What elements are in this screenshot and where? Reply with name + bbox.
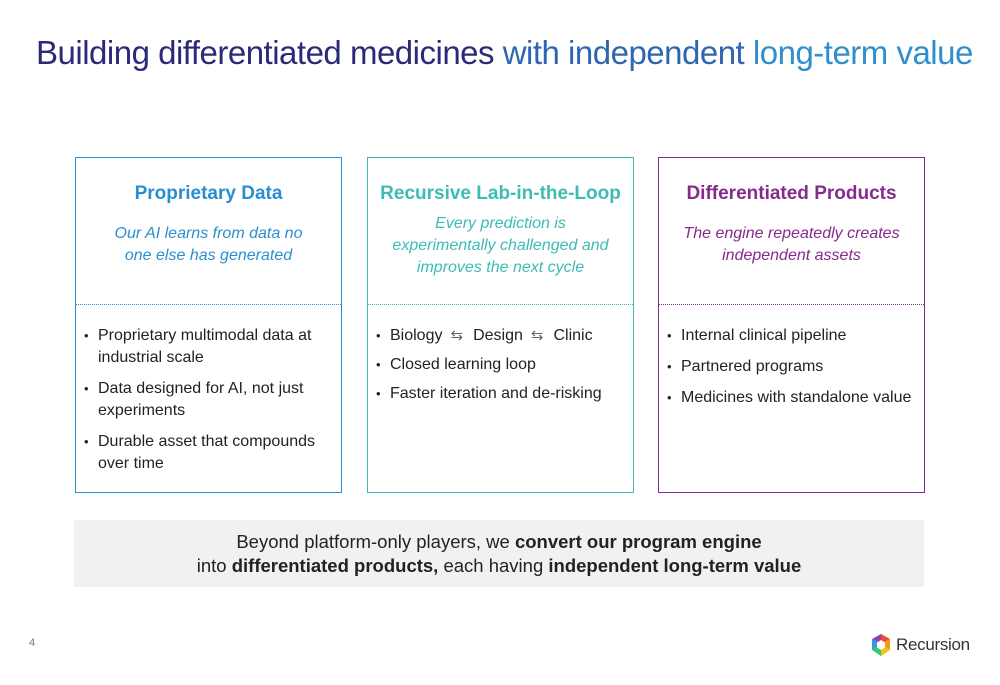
banner-text: each having (438, 555, 549, 576)
card-divider (368, 304, 633, 305)
card-proprietary-data: Proprietary Data Our AI learns from data… (75, 157, 342, 493)
card-bullet-list: Biology ⇆ Design ⇆ Clinic Closed learning lo… (368, 325, 633, 412)
loop-step-design: Design (473, 327, 523, 344)
card-bullet-list: Internal clinical pipeline Partnered pro… (659, 325, 924, 418)
list-item: Medicines with standalone value (667, 387, 914, 409)
card-subtitle: The engine repeatedly creates independen… (683, 225, 900, 264)
list-item: Partnered programs (667, 356, 914, 378)
card-heading: Recursive Lab-in-the-Loop (380, 183, 621, 204)
list-item: Durable asset that compounds over time (84, 431, 331, 475)
banner-text: Beyond platform-only players, we (236, 531, 515, 552)
summary-banner: Beyond platform-only players, we convert… (74, 520, 924, 587)
title-part-2: with independent (494, 34, 753, 71)
card-divider (76, 304, 341, 305)
banner-line-2: into differentiated products, each havin… (74, 554, 924, 578)
list-item: Closed learning loop (376, 354, 623, 376)
card-differentiated-products: Differentiated Products The engine repea… (658, 157, 925, 493)
banner-emphasis: convert our program engine (514, 531, 762, 552)
banner-line-1: Beyond platform-only players, we convert… (74, 530, 924, 554)
list-item: Proprietary multimodal data at industria… (84, 325, 331, 369)
card-lab-in-the-loop: Recursive Lab-in-the-Loop Every predicti… (367, 157, 634, 493)
loop-step-clinic: Clinic (553, 327, 593, 344)
page-number: 4 (29, 637, 36, 649)
banner-emphasis: differentiated products, (231, 555, 439, 576)
left-right-cycle-arrows-icon: ⇆ (530, 327, 544, 344)
title-part-3: long-term value (752, 34, 973, 71)
list-item: Internal clinical pipeline (667, 325, 914, 347)
recursion-logo: Recursion (870, 630, 970, 660)
logo-wordmark: Recursion (896, 635, 970, 654)
list-item-loop: Biology ⇆ Design ⇆ Clinic (376, 325, 623, 347)
page-title: Building differentiated medicines with i… (36, 34, 976, 72)
left-right-cycle-arrows-icon: ⇆ (450, 327, 464, 344)
list-item: Faster iteration and de-risking (376, 383, 623, 405)
recursion-hexagon-icon (872, 634, 890, 656)
loop-step-biology: Biology (390, 327, 443, 344)
card-subtitle: Every prediction is experimentally chall… (392, 215, 609, 276)
card-subtitle: Our AI learns from data no one else has … (114, 225, 303, 264)
card-bullet-list: Proprietary multimodal data at industria… (76, 325, 341, 484)
title-part-1: Building differentiated medicines (36, 34, 495, 71)
banner-emphasis: independent long-term value (548, 555, 802, 576)
banner-text: into (196, 555, 232, 576)
card-heading: Proprietary Data (134, 183, 283, 204)
card-divider (659, 304, 924, 305)
card-heading: Differentiated Products (686, 183, 897, 204)
list-item: Data designed for AI, not just experimen… (84, 378, 331, 422)
